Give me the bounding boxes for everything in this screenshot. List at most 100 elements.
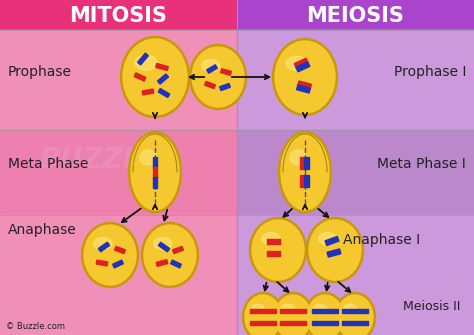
Ellipse shape xyxy=(307,217,364,282)
Text: COM: COM xyxy=(324,146,396,174)
Text: Meiosis II: Meiosis II xyxy=(402,300,460,314)
Ellipse shape xyxy=(309,220,361,280)
Ellipse shape xyxy=(281,134,329,210)
Polygon shape xyxy=(156,260,168,266)
Polygon shape xyxy=(98,242,109,252)
Bar xyxy=(0,215,237,335)
Ellipse shape xyxy=(84,225,136,285)
Ellipse shape xyxy=(144,225,196,285)
Polygon shape xyxy=(294,58,308,68)
Bar xyxy=(237,215,474,335)
Ellipse shape xyxy=(344,304,356,313)
Text: Anaphase: Anaphase xyxy=(8,223,77,237)
Polygon shape xyxy=(157,74,168,84)
Polygon shape xyxy=(205,81,215,88)
Bar xyxy=(237,30,474,130)
Text: Prophase I: Prophase I xyxy=(393,65,466,79)
Bar xyxy=(237,0,474,30)
Ellipse shape xyxy=(273,39,337,116)
Polygon shape xyxy=(297,85,310,93)
Polygon shape xyxy=(115,247,126,254)
Ellipse shape xyxy=(140,150,157,165)
Polygon shape xyxy=(342,321,368,325)
Polygon shape xyxy=(207,65,218,73)
Ellipse shape xyxy=(335,292,375,335)
Bar xyxy=(0,30,237,335)
Bar xyxy=(0,30,237,130)
Polygon shape xyxy=(267,239,281,244)
Ellipse shape xyxy=(245,295,281,335)
Polygon shape xyxy=(267,251,281,256)
Bar xyxy=(237,30,474,335)
Polygon shape xyxy=(137,53,148,65)
Ellipse shape xyxy=(282,304,294,313)
Ellipse shape xyxy=(314,304,326,313)
Polygon shape xyxy=(153,166,157,178)
Ellipse shape xyxy=(252,220,304,280)
Polygon shape xyxy=(250,321,276,325)
Polygon shape xyxy=(155,64,168,70)
Polygon shape xyxy=(327,249,341,257)
Ellipse shape xyxy=(154,238,172,250)
Polygon shape xyxy=(280,309,306,313)
Ellipse shape xyxy=(286,56,307,71)
Polygon shape xyxy=(342,309,368,313)
Text: MEIOSIS: MEIOSIS xyxy=(306,6,404,26)
Ellipse shape xyxy=(120,37,190,118)
Ellipse shape xyxy=(201,60,220,72)
Ellipse shape xyxy=(131,134,179,210)
Ellipse shape xyxy=(82,222,138,287)
Text: Meta Phase: Meta Phase xyxy=(8,157,88,171)
Ellipse shape xyxy=(142,222,199,287)
Polygon shape xyxy=(221,69,231,75)
Polygon shape xyxy=(153,177,157,188)
Text: Anaphase I: Anaphase I xyxy=(343,233,420,247)
Ellipse shape xyxy=(275,295,311,335)
Polygon shape xyxy=(312,309,338,313)
Polygon shape xyxy=(113,260,123,268)
Polygon shape xyxy=(296,62,310,72)
Polygon shape xyxy=(312,321,338,325)
Ellipse shape xyxy=(337,295,373,335)
Bar xyxy=(0,0,237,30)
Polygon shape xyxy=(304,157,310,169)
Ellipse shape xyxy=(192,47,244,107)
Bar xyxy=(237,130,474,215)
Polygon shape xyxy=(304,175,310,187)
Ellipse shape xyxy=(123,39,187,115)
Ellipse shape xyxy=(275,41,335,113)
Polygon shape xyxy=(134,73,146,81)
Ellipse shape xyxy=(304,292,346,335)
Ellipse shape xyxy=(249,217,307,282)
Text: Prophase: Prophase xyxy=(8,65,72,79)
Polygon shape xyxy=(173,247,183,254)
Polygon shape xyxy=(96,260,108,266)
Ellipse shape xyxy=(279,132,331,212)
Ellipse shape xyxy=(243,292,283,335)
Polygon shape xyxy=(301,175,306,187)
Polygon shape xyxy=(171,260,182,268)
Ellipse shape xyxy=(319,232,337,245)
Ellipse shape xyxy=(290,150,307,165)
Polygon shape xyxy=(219,83,230,90)
Text: © Buzzle.com: © Buzzle.com xyxy=(6,322,65,331)
Polygon shape xyxy=(298,81,311,89)
Polygon shape xyxy=(153,156,157,168)
Text: Meta Phase I: Meta Phase I xyxy=(377,157,466,171)
Polygon shape xyxy=(301,157,306,169)
Ellipse shape xyxy=(135,55,157,70)
Polygon shape xyxy=(158,242,170,252)
Ellipse shape xyxy=(262,232,280,245)
Ellipse shape xyxy=(252,304,264,313)
Polygon shape xyxy=(280,321,306,325)
Ellipse shape xyxy=(190,45,246,110)
Polygon shape xyxy=(142,89,154,95)
Bar xyxy=(0,130,237,215)
Ellipse shape xyxy=(307,295,343,335)
Text: MITOSIS: MITOSIS xyxy=(69,6,167,26)
Ellipse shape xyxy=(94,238,112,250)
Polygon shape xyxy=(158,88,170,97)
Text: BUZZLE: BUZZLE xyxy=(40,146,160,174)
Ellipse shape xyxy=(128,132,182,212)
Polygon shape xyxy=(325,237,339,246)
